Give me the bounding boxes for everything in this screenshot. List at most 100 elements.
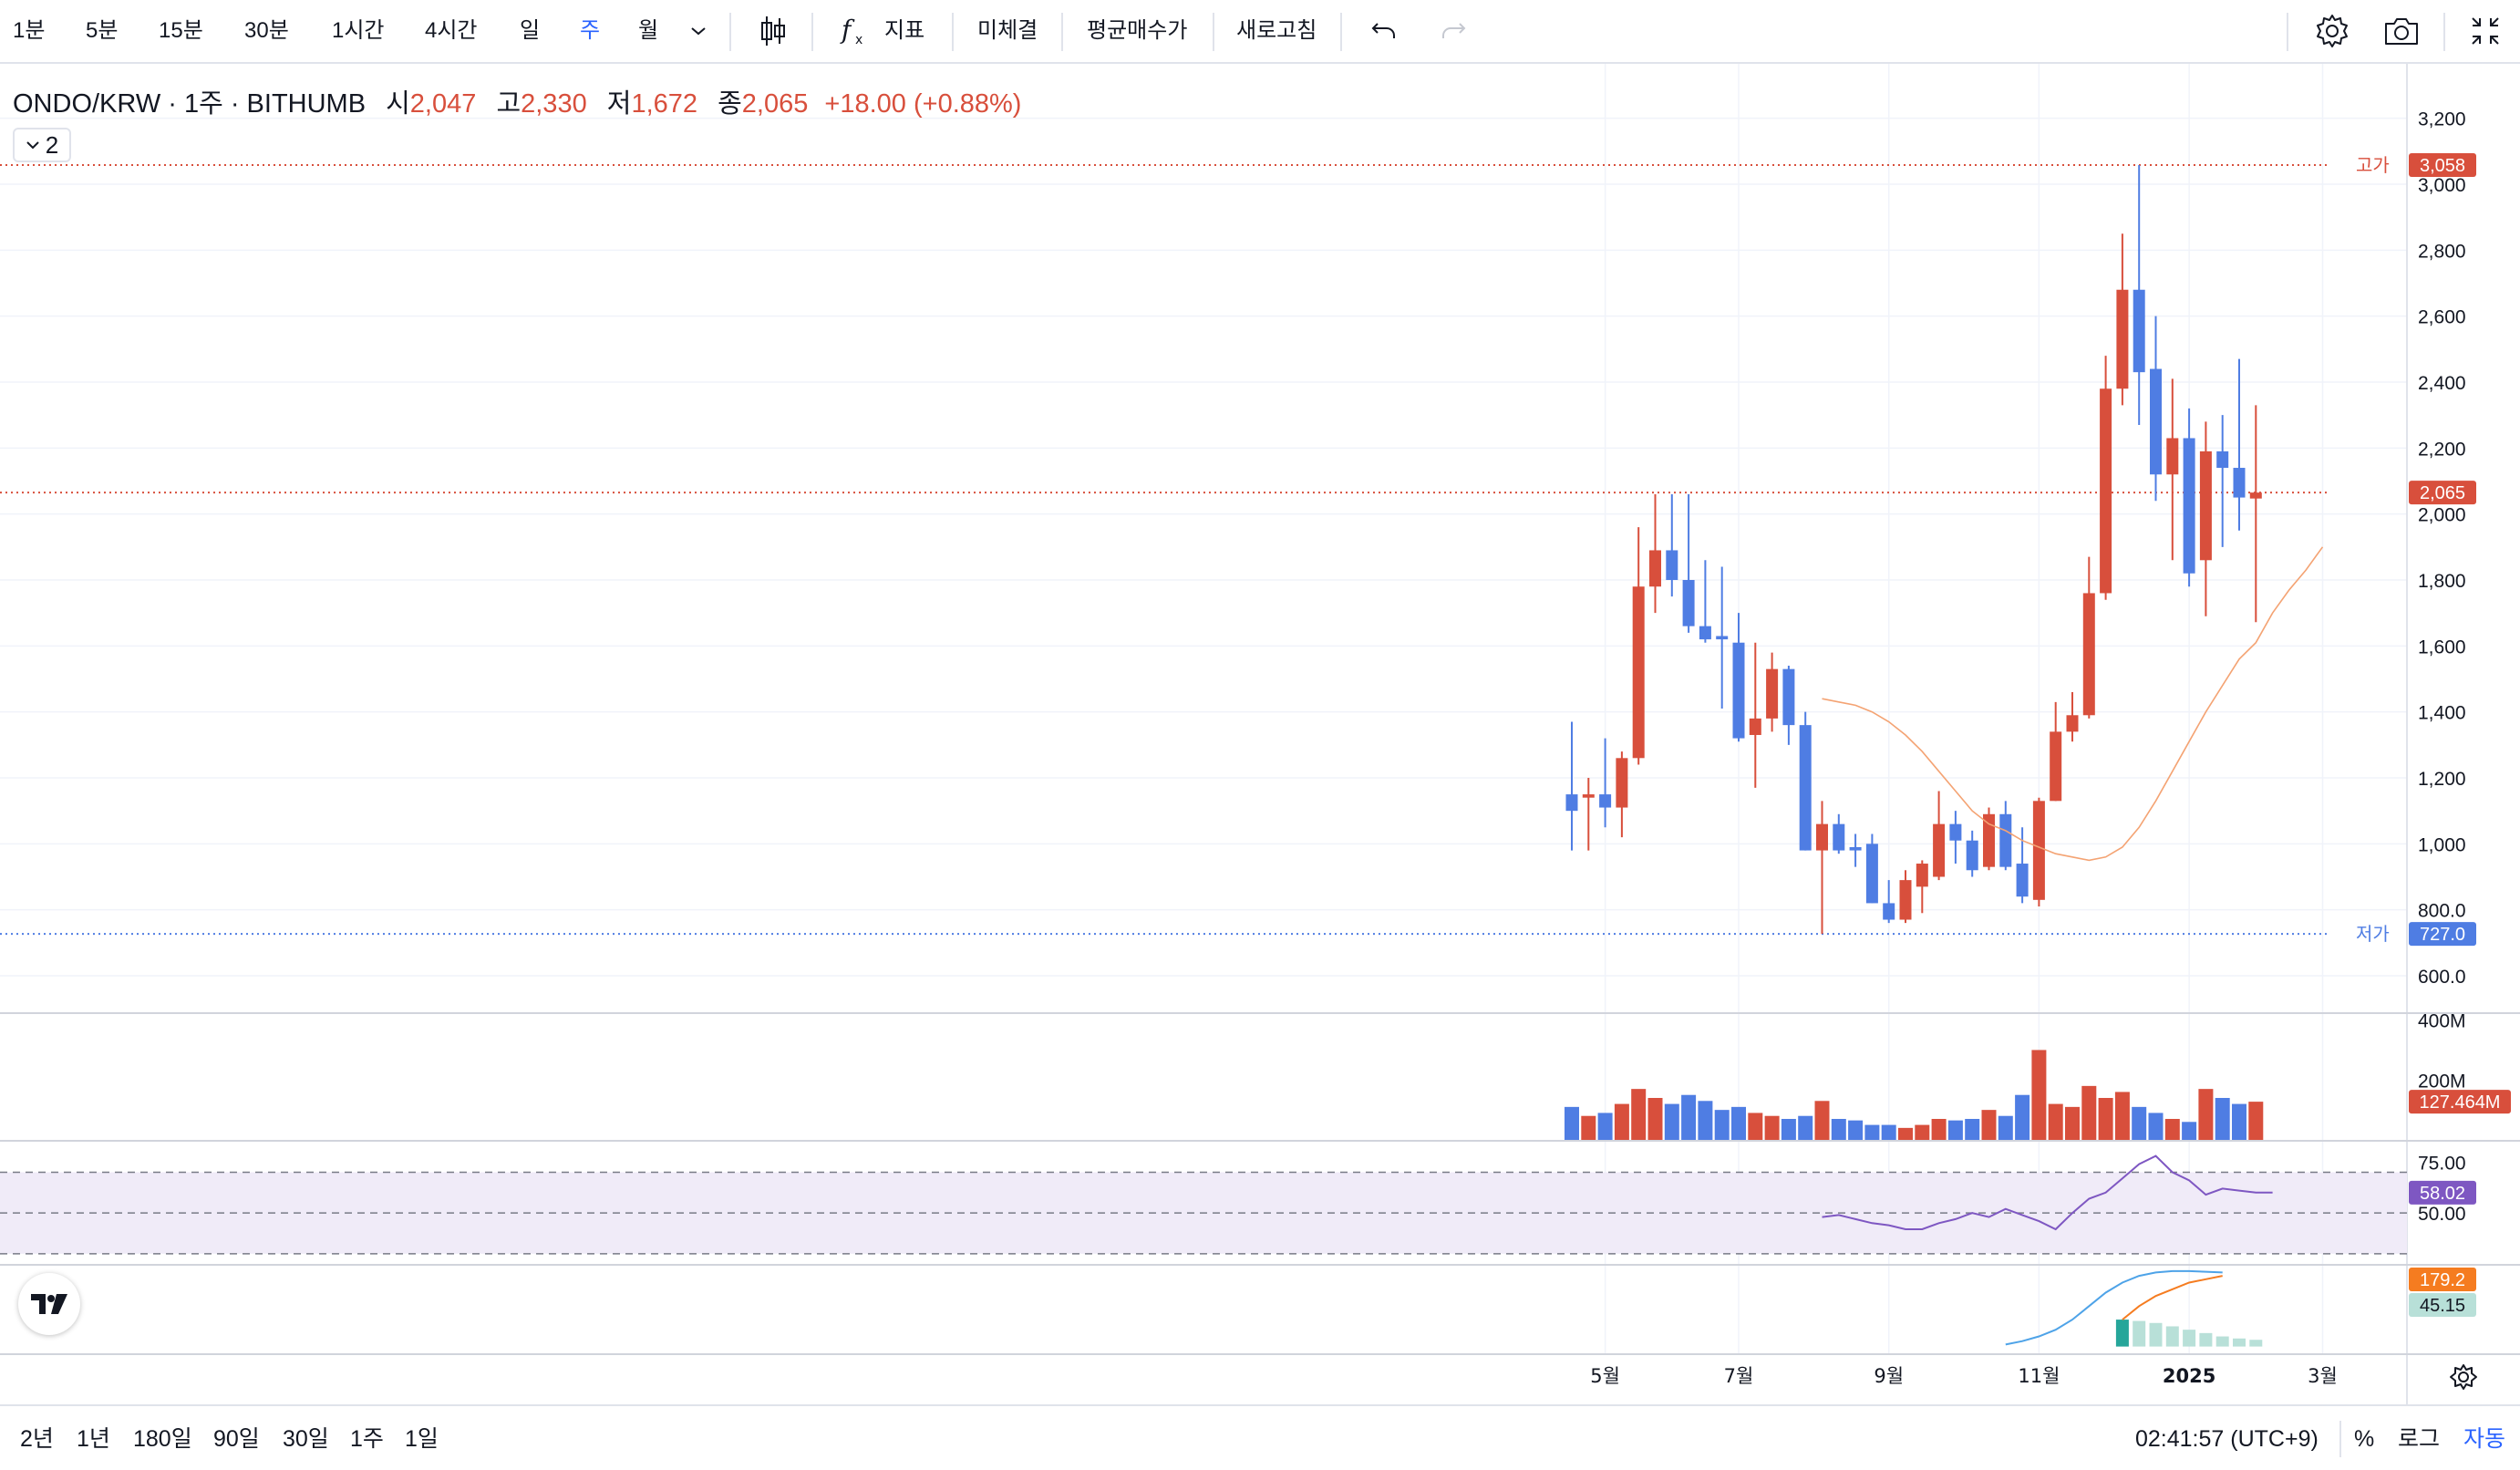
close-value: 2,065: [741, 89, 809, 119]
stoch-d-badge: [2409, 1293, 2476, 1317]
candle-body: [2032, 801, 2045, 900]
camera-snapshot-icon[interactable]: [2381, 13, 2422, 49]
stoch-d-line: [2122, 1275, 2223, 1320]
collapse-fullscreen-icon[interactable]: [2465, 13, 2505, 49]
redo-icon[interactable]: [1433, 13, 1473, 49]
volume-bar: [2031, 1050, 2047, 1140]
candle-body: [1999, 813, 2012, 867]
candle-body: [1699, 626, 1711, 640]
bottom-divider: [2339, 1421, 2341, 1457]
axis-settings-icon[interactable]: [2450, 1364, 2477, 1390]
timeframe-2-button[interactable]: 15분: [159, 18, 203, 43]
symbol-label[interactable]: ONDO/KRW · 1주 · BITHUMB: [13, 89, 367, 119]
candle-body: [1916, 864, 1928, 887]
stoch-histogram-bar: [2165, 1326, 2179, 1347]
price-tick-label: 1,600: [2418, 637, 2466, 657]
time-tick-label: 5월: [1590, 1365, 1620, 1387]
volume-bar: [1748, 1113, 1763, 1140]
settings-gear-icon[interactable]: [2312, 13, 2352, 49]
volume-tick-label: 200M: [2418, 1071, 2466, 1092]
timeframe-dropdown-chevron-icon[interactable]: [682, 13, 715, 49]
volume-bar: [1698, 1101, 1713, 1140]
price-axis: 600.0 800.0 1,000 1,200 1,400 1,600 1,800 2,000…: [2418, 109, 2466, 1225]
axis-settings-icon-outline: [2450, 1364, 2477, 1390]
axis-settings-icon-hub: [2458, 1372, 2469, 1382]
high-label: 고: [496, 89, 522, 119]
volume-bar: [1647, 1098, 1663, 1140]
rsi-badge-text: 58.02: [2420, 1184, 2465, 1204]
candle-body: [1565, 794, 1578, 812]
volume-bar: [1898, 1127, 1913, 1140]
volume-bar: [1781, 1119, 1796, 1140]
rsi-line: [1822, 1154, 2273, 1231]
volume-bar: [2198, 1089, 2214, 1140]
price-badge: [2409, 153, 2476, 178]
timeframe-4-button[interactable]: 1시간: [332, 18, 385, 43]
refresh-button[interactable]: 새로고침: [1236, 18, 1317, 43]
candle-body: [2016, 864, 2029, 897]
range-1-button[interactable]: 1년: [77, 1426, 110, 1452]
volume-badge-text: 127.464M: [2420, 1092, 2501, 1113]
toolbar-divider: [1061, 13, 1063, 51]
time-tick-label: 2025: [2163, 1365, 2215, 1387]
indicator-collapse-button[interactable]: 2: [13, 128, 71, 162]
timeframe-1-button[interactable]: 5분: [86, 18, 119, 43]
candle-body: [2233, 468, 2246, 498]
log-scale-toggle[interactable]: 로그: [2398, 1426, 2441, 1452]
timeframe-8-button[interactable]: 월: [638, 18, 659, 43]
toolbar-divider: [729, 13, 731, 51]
stoch-histogram-bar: [2199, 1332, 2213, 1347]
range-0-button[interactable]: 2년: [20, 1426, 54, 1452]
timeframe-3-button[interactable]: 30분: [244, 18, 289, 43]
unfilled-orders-button[interactable]: 미체결: [977, 18, 1038, 43]
tradingview-logo[interactable]: [18, 1273, 80, 1335]
svg-text:x: x: [855, 33, 862, 47]
stoch-histogram-bar: [2133, 1320, 2146, 1347]
undo-icon[interactable]: [1364, 13, 1404, 49]
range-4-button[interactable]: 30일: [283, 1426, 329, 1452]
clock-readout[interactable]: 02:41:57 (UTC+9): [2135, 1426, 2319, 1452]
volume-bar: [1597, 1113, 1613, 1140]
avg-buy-price-button[interactable]: 평균매수가: [1087, 18, 1188, 43]
candle-body: [2050, 731, 2062, 802]
price-tick-label: 2,200: [2418, 439, 2466, 460]
timeframe-6-button[interactable]: 일: [520, 18, 541, 43]
percent-scale-toggle[interactable]: %: [2354, 1426, 2375, 1452]
stoch-k-badge: [2409, 1268, 2476, 1291]
candle-body: [1732, 642, 1745, 739]
price-badge-text: 727.0: [2420, 925, 2465, 945]
volume-bar: [1947, 1120, 1963, 1140]
volume-bar: [2132, 1106, 2147, 1140]
stoch-histogram-bar: [2115, 1320, 2129, 1347]
auto-scale-toggle[interactable]: 자동: [2463, 1426, 2506, 1452]
toolbar-divider: [811, 13, 813, 51]
range-6-button[interactable]: 1일: [405, 1426, 439, 1452]
range-3-button[interactable]: 90일: [213, 1426, 260, 1452]
price-badge: [2409, 922, 2476, 947]
volume-bar: [1931, 1119, 1947, 1140]
candle-body: [1599, 794, 1612, 808]
range-5-button[interactable]: 1주: [350, 1426, 384, 1452]
volume-bar: [1664, 1103, 1679, 1140]
moving-average-line: [1822, 546, 2324, 862]
volume-bar: [2164, 1119, 2180, 1140]
price-badge-text: 2,065: [2420, 483, 2465, 503]
timeframe-7-button[interactable]: 주: [580, 18, 601, 43]
volume-bar: [2248, 1102, 2264, 1140]
time-tick-label: 3월: [2308, 1365, 2338, 1387]
low-label: 저: [606, 89, 632, 119]
chevron-down-icon: [26, 141, 39, 150]
timeframe-5-button[interactable]: 4시간: [425, 18, 478, 43]
tradingview-logo-icon: [31, 1294, 67, 1314]
timeframe-0-button[interactable]: 1분: [13, 18, 46, 43]
candlestick-icon[interactable]: [753, 13, 793, 49]
range-2-button[interactable]: 180일: [133, 1426, 192, 1452]
price-tick-label: 800.0: [2418, 901, 2466, 922]
stoch-histogram-bar: [2249, 1340, 2263, 1347]
toolbar-divider: [1340, 13, 1342, 51]
volume-bar: [1681, 1094, 1697, 1140]
indicators-button[interactable]: 지표: [884, 18, 925, 43]
